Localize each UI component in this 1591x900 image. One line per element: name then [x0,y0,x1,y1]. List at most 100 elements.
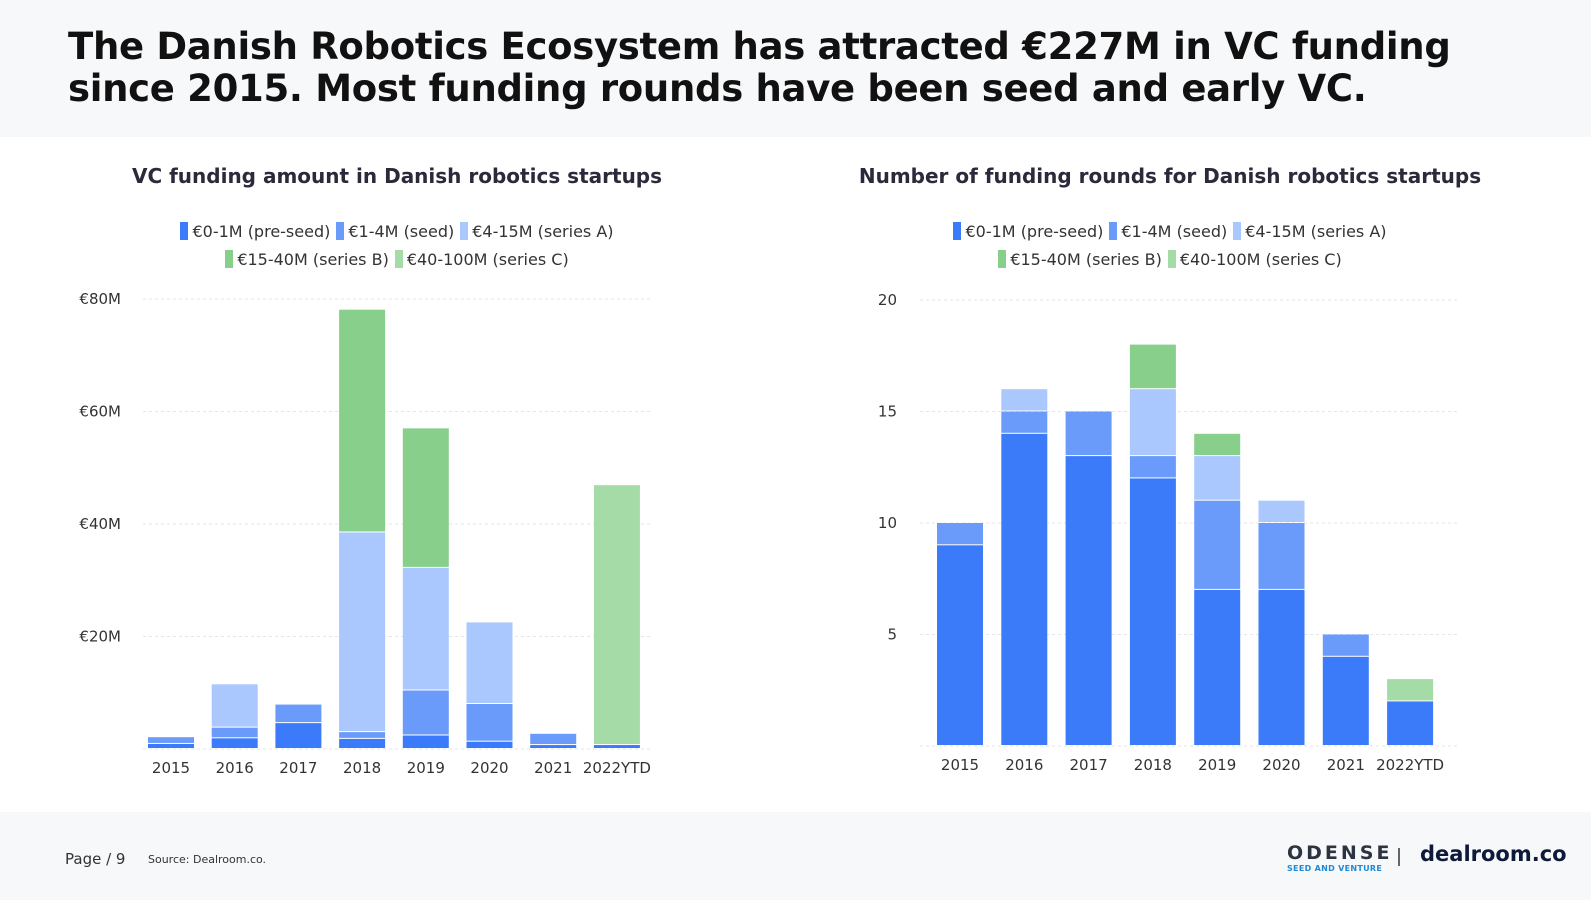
bar-segment-2019-1 [1194,500,1241,589]
legend-swatch [180,222,189,240]
bar-segment-2020-2 [1258,500,1305,522]
x-tick-label: 2022YTD [583,759,651,777]
y-tick-label: 5 [887,626,897,644]
y-tick-label: €40M [79,515,121,533]
legend-label: €1-4M (seed) [1121,222,1228,241]
bar-segment-2015-0 [937,545,983,745]
bar-segment-2018-1 [339,732,386,738]
bar-segment-2021-0 [1322,656,1369,745]
bar-segment-2020-2 [466,622,513,703]
bar-segment-2015-0 [148,743,194,748]
legend-funding-rounds: €0-1M (pre-seed) €1-4M (seed) €4-15M (seri… [910,218,1430,274]
page-title: The Danish Robotics Ecosystem has attrac… [68,25,1451,110]
bar-segment-2017-1 [275,704,322,723]
legend-swatch [460,222,469,240]
bar-segment-2020-0 [1258,589,1305,745]
legend-item: €40-100M (series C) [394,246,569,274]
footer-band [0,812,1591,900]
bar-segment-2016-2 [1001,389,1048,411]
bar-segment-2020-1 [1258,523,1305,589]
legend-item: €4-15M (series A) [460,218,614,246]
x-tick-label: 2018 [343,759,381,777]
bar-segment-2020-1 [466,704,513,741]
x-tick-label: 2015 [941,756,979,774]
x-tick-label: 2020 [1262,756,1300,774]
odense-logo-subtext: SEED AND VENTURE [1287,864,1383,873]
y-tick-label: 15 [878,403,897,421]
bar-segment-2022YTD-0 [593,745,640,748]
bar-segment-2015-1 [148,737,194,743]
bar-segment-2018-0 [1129,478,1176,745]
legend-label: €0-1M (pre-seed) [965,222,1104,241]
legend-swatch [1167,250,1176,268]
bar-segment-2017-0 [275,723,322,748]
x-tick-label: 2016 [1005,756,1043,774]
legend-item: €15-40M (series B) [225,246,389,274]
bar-segment-2022YTD-4 [1387,679,1434,701]
bar-segment-2018-1 [1129,456,1176,478]
x-tick-label: 2016 [216,759,254,777]
bar-segment-2019-3 [1194,433,1241,456]
legend-funding-amount: €0-1M (pre-seed) €1-4M (seed) €4-15M (seri… [137,218,657,274]
bar-segment-2017-0 [1065,456,1112,745]
bar-segment-2016-1 [1001,411,1048,433]
x-tick-label: 2021 [534,759,572,777]
legend-swatch [336,222,345,240]
bar-segment-2018-2 [1129,389,1176,456]
bar-segment-2020-0 [466,741,513,748]
legend-swatch [225,250,234,268]
bar-segment-2016-2 [211,684,258,727]
legend-item: €4-15M (series A) [1233,218,1387,246]
legend-swatch [953,222,962,240]
legend-label: €15-40M (series B) [237,250,389,269]
x-tick-label: 2021 [1327,756,1365,774]
bar-segment-2021-1 [1322,634,1369,656]
bar-segment-2018-2 [339,532,386,732]
bar-segment-2019-3 [402,428,449,567]
dealroom-logo: dealroom.co [1420,842,1567,866]
x-tick-label: 2019 [407,759,445,777]
legend-swatch [1109,222,1118,240]
bar-segment-2016-1 [211,727,258,738]
legend-label: €1-4M (seed) [348,222,455,241]
legend-swatch [1233,222,1242,240]
legend-swatch [394,250,403,268]
odense-logo: ODENSE SEED AND VENTURE [1287,842,1393,877]
legend-item: €40-100M (series C) [1167,246,1342,274]
legend-label: €0-1M (pre-seed) [192,222,331,241]
bar-segment-2016-0 [211,738,258,748]
x-tick-label: 2020 [470,759,508,777]
y-tick-label: €60M [79,403,121,421]
y-tick-label: 10 [878,514,897,532]
bar-segment-2022YTD-0 [1387,701,1434,745]
bar-segment-2019-0 [1194,589,1241,745]
header-band [0,0,1591,137]
bar-segment-2018-3 [339,309,386,532]
x-tick-label: 2022YTD [1376,756,1444,774]
odense-logo-text: ODENSE [1287,842,1393,864]
legend-swatch [998,250,1007,268]
legend-label: €40-100M (series C) [1179,250,1342,269]
legend-label: €4-15M (series A) [1245,222,1387,241]
legend-label: €4-15M (series A) [472,222,614,241]
chart-title-funding-rounds: Number of funding rounds for Danish robo… [858,164,1482,188]
x-tick-label: 2017 [279,759,317,777]
legend-item: €15-40M (series B) [998,246,1162,274]
y-tick-label: €20M [79,628,121,646]
bar-segment-2019-2 [402,567,449,690]
x-tick-label: 2019 [1198,756,1236,774]
legend-label: €40-100M (series C) [406,250,569,269]
y-tick-label: €80M [79,290,121,308]
bar-segment-2019-1 [402,690,449,735]
logo-divider [1398,848,1400,866]
chart-title-funding-amount: VC funding amount in Danish robotics sta… [131,164,663,188]
bar-segment-2016-0 [1001,433,1048,745]
bar-segment-2018-3 [1129,344,1176,389]
x-tick-label: 2015 [152,759,190,777]
source-note: Source: Dealroom.co. [148,853,267,866]
page-number: Page / 9 [65,850,126,868]
legend-item: €1-4M (seed) [336,218,454,246]
legend-item: €1-4M (seed) [1109,218,1227,246]
legend-item: €0-1M (pre-seed) [953,218,1103,246]
